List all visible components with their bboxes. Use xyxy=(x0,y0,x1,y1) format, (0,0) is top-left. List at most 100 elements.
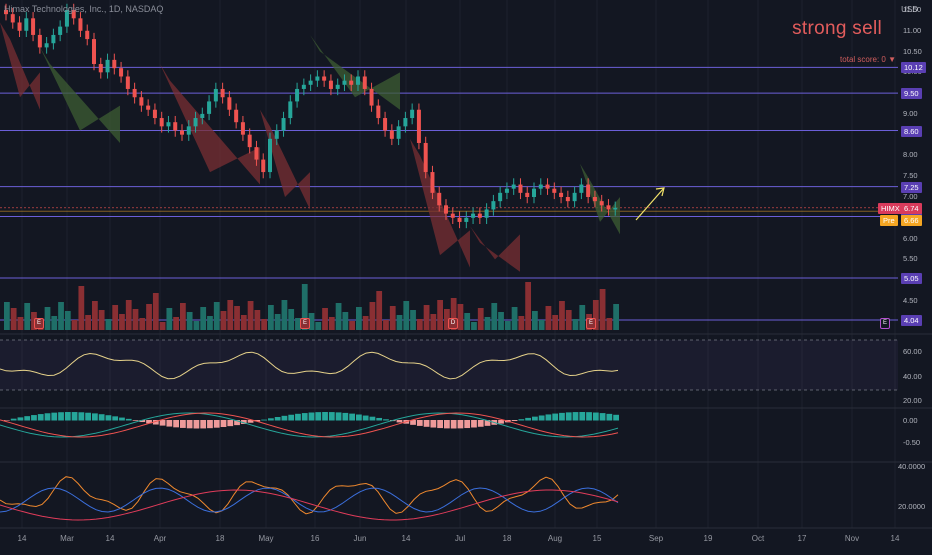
volume-bar-4 xyxy=(31,312,37,330)
macd-hist-45 xyxy=(308,412,315,421)
macd-hist-70 xyxy=(477,420,484,427)
dmi-tick-1: 20.0000 xyxy=(898,502,926,511)
volume-bar-22 xyxy=(152,293,159,330)
candle-body-59 xyxy=(403,118,408,127)
volume-bar-6 xyxy=(44,307,51,330)
macd-hist-65 xyxy=(444,420,450,429)
volume-bar-9 xyxy=(64,311,71,330)
macd-hist-86 xyxy=(586,412,592,421)
volume-bar-72 xyxy=(491,303,498,330)
candle-body-6 xyxy=(44,43,49,48)
macd-signal-line xyxy=(0,412,619,438)
rsi-tick-0: 60.00 xyxy=(903,347,922,356)
earnings-badge-1[interactable]: E xyxy=(300,318,310,329)
macd-hist-26 xyxy=(180,420,186,428)
volume-bar-11 xyxy=(78,286,85,330)
macd-hist-62 xyxy=(423,420,430,427)
candle-body-81 xyxy=(552,188,557,193)
volume-bar-64 xyxy=(437,300,443,330)
candle-body-38 xyxy=(261,159,266,173)
volume-bar-51 xyxy=(349,321,355,330)
volume-bar-89 xyxy=(606,318,613,330)
volume-bar-32 xyxy=(220,311,227,330)
candle-body-50 xyxy=(342,80,347,85)
volume-bar-81 xyxy=(552,315,559,330)
cloud-band-4 xyxy=(310,34,400,110)
volume-bar-26 xyxy=(180,303,186,330)
candle-body-43 xyxy=(295,88,300,102)
volume-bar-60 xyxy=(410,310,416,330)
level-tag-1: 9.50 xyxy=(901,88,922,100)
macd-hist-68 xyxy=(464,420,471,429)
candle-body-45 xyxy=(308,80,313,85)
candle-body-20 xyxy=(139,97,144,106)
last-price-tag: 6.74 xyxy=(901,203,922,214)
volume-bar-0 xyxy=(4,302,10,330)
volume-bar-85 xyxy=(579,305,586,330)
macd-hist-89 xyxy=(606,413,613,421)
candle-body-12 xyxy=(85,30,90,40)
volume-bar-62 xyxy=(423,305,430,330)
macd-hist-8 xyxy=(58,412,64,421)
volume-bar-24 xyxy=(166,308,173,330)
volume-bar-21 xyxy=(146,304,152,330)
earnings-badge-3[interactable]: E xyxy=(586,318,596,329)
volume-bar-53 xyxy=(362,316,369,330)
macd-hist-36 xyxy=(247,420,254,423)
macd-hist-77 xyxy=(525,417,531,421)
macd-hist-34 xyxy=(234,420,240,426)
symbol-title[interactable]: Himax Technologies, Inc., 1D, NASDAQ xyxy=(4,4,164,14)
candle-body-86 xyxy=(586,184,591,197)
earnings-badge-0[interactable]: E xyxy=(34,318,44,329)
candle-body-11 xyxy=(78,18,83,31)
volume-bar-31 xyxy=(213,302,220,330)
forecast-arrow xyxy=(635,187,665,221)
macd-hist-27 xyxy=(186,420,193,429)
macd-hist-84 xyxy=(572,412,579,421)
macd-hist-80 xyxy=(545,414,552,421)
candle-body-26 xyxy=(180,130,184,135)
candle-body-57 xyxy=(389,130,394,139)
volume-bar-78 xyxy=(532,311,538,330)
macd-hist-19 xyxy=(132,420,139,421)
volume-bar-25 xyxy=(173,317,179,330)
cloud-band-3 xyxy=(260,109,310,210)
macd-hist-25 xyxy=(173,420,179,428)
dmi-tick-0: 40.0000 xyxy=(898,462,926,471)
macd-hist-42 xyxy=(288,414,295,421)
candle-body-85 xyxy=(579,184,584,193)
price-tick-11: 6.00 xyxy=(903,233,918,243)
level-tag-5: 5.05 xyxy=(901,273,922,285)
volume-bar-12 xyxy=(85,315,91,330)
earnings-badge-2[interactable]: D xyxy=(448,318,458,329)
time-tick-9: Jul xyxy=(454,534,466,543)
macd-hist-39 xyxy=(268,418,274,421)
time-tick-17: Nov xyxy=(844,534,860,543)
candle-body-88 xyxy=(599,201,604,206)
candle-body-69 xyxy=(471,213,476,218)
macd-hist-40 xyxy=(274,417,281,421)
rsi-band xyxy=(0,340,898,390)
macd-hist-75 xyxy=(511,420,518,422)
candle-body-52 xyxy=(356,76,360,85)
candle-body-72 xyxy=(491,201,496,210)
candle-body-22 xyxy=(152,109,157,119)
candle-body-31 xyxy=(213,88,218,102)
candle-body-77 xyxy=(525,192,530,197)
currency-label: USD xyxy=(901,5,918,14)
earnings-badge-4[interactable]: E xyxy=(880,318,890,329)
macd-hist-9 xyxy=(64,412,71,421)
macd-hist-79 xyxy=(538,415,545,421)
volume-bar-29 xyxy=(200,307,207,330)
volume-bar-3 xyxy=(24,303,31,330)
volume-bar-36 xyxy=(247,301,254,330)
candle-body-76 xyxy=(518,184,523,193)
volume-bar-82 xyxy=(559,301,565,330)
macd-hist-56 xyxy=(383,419,389,421)
volume-bar-77 xyxy=(525,282,531,330)
candle-body-23 xyxy=(159,118,164,127)
cloud-band-0 xyxy=(0,22,40,110)
candle-body-7 xyxy=(51,34,56,44)
